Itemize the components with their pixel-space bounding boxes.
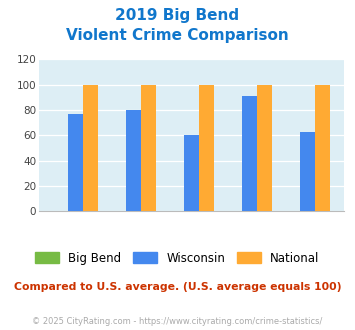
Text: © 2025 CityRating.com - https://www.cityrating.com/crime-statistics/: © 2025 CityRating.com - https://www.city… [32, 317, 323, 326]
Bar [300, 131, 315, 211]
Bar [257, 85, 272, 211]
Bar [83, 85, 98, 211]
Legend: Big Bend, Wisconsin, National: Big Bend, Wisconsin, National [31, 247, 324, 269]
Bar [242, 96, 257, 211]
Bar [199, 85, 214, 211]
Bar [184, 135, 199, 211]
Text: 2019 Big Bend: 2019 Big Bend [115, 8, 240, 23]
Bar [68, 114, 83, 211]
Text: Violent Crime Comparison: Violent Crime Comparison [66, 28, 289, 43]
Bar [315, 85, 331, 211]
Bar [141, 85, 156, 211]
Bar [126, 110, 141, 211]
Text: Compared to U.S. average. (U.S. average equals 100): Compared to U.S. average. (U.S. average … [14, 282, 341, 292]
